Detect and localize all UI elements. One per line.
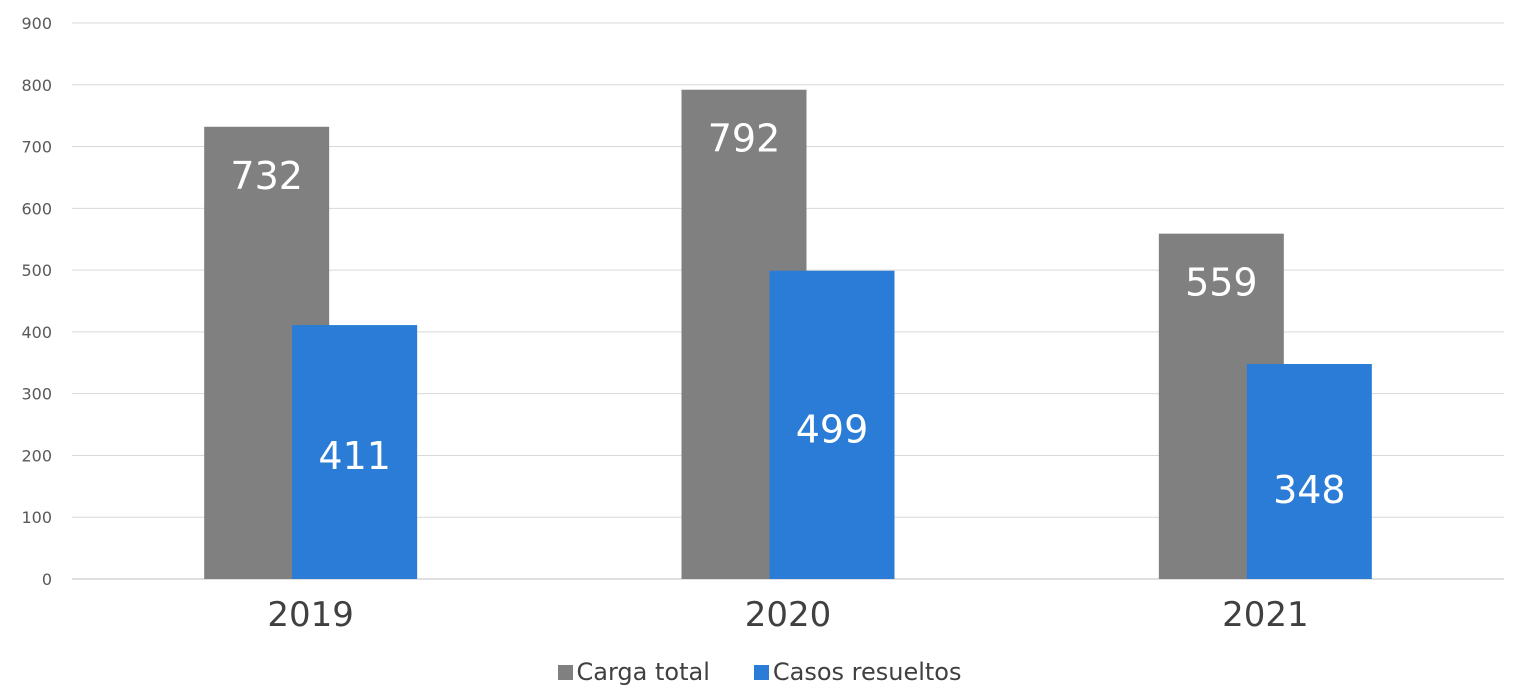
legend-label-carga-total: Carga total bbox=[576, 658, 710, 686]
x-category-label: 2021 bbox=[1222, 595, 1309, 635]
y-tick-label: 700 bbox=[21, 138, 52, 157]
y-tick-label: 500 bbox=[21, 261, 52, 280]
legend-label-casos-resueltos: Casos resueltos bbox=[772, 658, 962, 686]
legend-swatch-casos-resueltos bbox=[753, 664, 769, 680]
legend: Carga total Casos resueltos bbox=[0, 658, 1519, 686]
bar-casos-resueltos-2021 bbox=[1246, 364, 1372, 579]
legend-swatch-carga-total bbox=[557, 664, 573, 680]
x-category-label: 2019 bbox=[267, 595, 354, 635]
legend-item-carga-total: Carga total bbox=[557, 658, 710, 686]
bar-casos-resueltos-2019 bbox=[292, 325, 418, 579]
y-tick-label: 200 bbox=[21, 446, 52, 465]
x-axis-categories: 2019 2020 2021 bbox=[267, 595, 1308, 635]
y-tick-label: 0 bbox=[42, 570, 52, 589]
y-tick-label: 300 bbox=[21, 385, 52, 404]
data-label: 499 bbox=[796, 408, 869, 452]
y-axis-ticks: 0 100 200 300 400 500 600 700 800 900 bbox=[21, 14, 52, 589]
y-tick-label: 400 bbox=[21, 323, 52, 342]
data-label: 559 bbox=[1185, 261, 1258, 305]
y-tick-label: 800 bbox=[21, 76, 52, 95]
data-label: 732 bbox=[230, 154, 303, 198]
y-tick-label: 600 bbox=[21, 199, 52, 218]
data-label: 411 bbox=[318, 434, 391, 478]
y-tick-label: 900 bbox=[21, 14, 52, 33]
bars bbox=[204, 89, 1372, 579]
bar-casos-resueltos-2020 bbox=[769, 270, 895, 579]
x-category-label: 2020 bbox=[745, 595, 832, 635]
legend-item-casos-resueltos: Casos resueltos bbox=[753, 658, 962, 686]
data-label: 348 bbox=[1273, 468, 1346, 512]
y-tick-label: 100 bbox=[21, 508, 52, 527]
data-labels: 732 411 792 499 559 348 bbox=[230, 117, 1345, 512]
data-label: 792 bbox=[708, 117, 781, 161]
